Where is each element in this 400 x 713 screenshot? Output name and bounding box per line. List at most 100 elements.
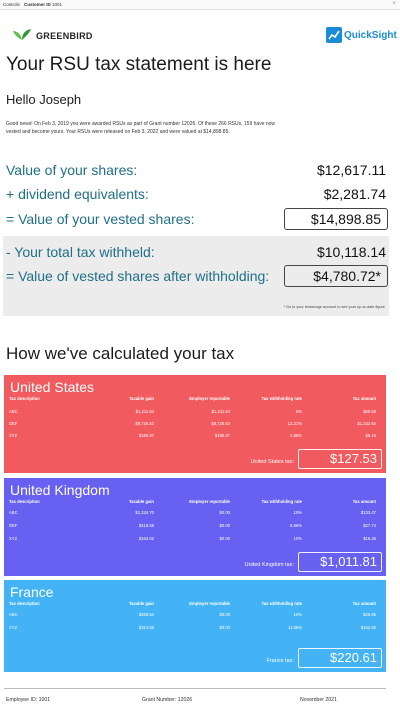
- cell: 10%: [293, 612, 302, 617]
- col-tax-amount: Tax amount: [352, 601, 376, 606]
- col-withholding-rate: Tax withholding rate: [261, 396, 302, 401]
- top-bar: Controls Customer ID 1001 ×: [0, 0, 400, 10]
- total-label: France tax:: [266, 658, 294, 664]
- cell: XYZ: [9, 625, 18, 630]
- cell: $269.54: [138, 612, 154, 617]
- total-value-box: $220.61: [298, 648, 382, 668]
- col-tax-amount: Tax amount: [352, 396, 376, 401]
- customer-id-value: 1001: [52, 2, 63, 7]
- shares-label: Value of your shares:: [6, 162, 138, 178]
- col-withholding-rate: Tax withholding rate: [261, 499, 302, 504]
- table-row: ABC $1,211.64 $1,211.64 5% $60.58: [4, 409, 386, 415]
- greenbird-logo-text: GREENBIRD: [36, 31, 93, 41]
- col-tax-description: Tax description: [9, 499, 40, 504]
- col-taxable-gain: Taxable gain: [128, 601, 154, 606]
- after-label: = Value of vested shares after withholdi…: [6, 268, 270, 284]
- table-header: Tax description Taxable gain Employer re…: [4, 601, 386, 607]
- country-card-united-states: United States Tax description Taxable ga…: [4, 375, 386, 473]
- country-name: France: [10, 584, 54, 600]
- cell: $0.00: [219, 625, 230, 630]
- withheld-label: - Your total tax withheld:: [6, 244, 155, 260]
- total-label: United States tax:: [250, 459, 294, 465]
- cell: $27.74: [363, 523, 376, 528]
- quicksight-logo: QuickSight: [326, 27, 397, 43]
- cell: $0.00: [219, 523, 230, 528]
- cell: $0.00: [219, 612, 230, 617]
- withheld-row: - Your total tax withheld: $10,118.14: [6, 242, 388, 262]
- cell: 10%: [293, 510, 302, 515]
- table-row: XYZ $180.97 $180.97 2.85% $5.16: [4, 433, 386, 439]
- dividend-label: + dividend equivalents:: [6, 186, 149, 202]
- vested-label: = Value of your vested shares:: [6, 211, 195, 227]
- cell: 11.66%: [288, 625, 302, 630]
- greenbird-logo-icon: [13, 29, 31, 40]
- total-label: United Kingdom tax:: [244, 562, 294, 568]
- country-card-united-kingdom: United Kingdom Tax description Taxable g…: [4, 478, 386, 576]
- withheld-value: $10,118.14: [316, 244, 386, 260]
- col-employer-reportable: Employer reportable: [189, 499, 230, 504]
- footer-employee-id: Employee ID: 1001: [6, 697, 51, 703]
- cell: XYZ: [9, 536, 18, 541]
- total-value-box: $1,011.81: [298, 552, 382, 572]
- table-row: ABC $1,334.70 $0.00 10% $133.47: [4, 510, 386, 516]
- cell: $26.95: [363, 612, 376, 617]
- after-value-box: $4,780.72*: [284, 265, 388, 287]
- table-row: XYZ $314.55 $0.00 11.66% $162.50: [4, 625, 386, 631]
- cell: DEF: [9, 523, 18, 528]
- greenbird-logo: GREENBIRD: [12, 28, 93, 44]
- cell: $8,725.53: [211, 421, 230, 426]
- quicksight-logo-icon: [326, 27, 342, 43]
- col-tax-description: Tax description: [9, 601, 40, 606]
- vested-value-box: $14,898.85: [284, 208, 388, 230]
- col-tax-description: Tax description: [9, 396, 40, 401]
- cell: $5.16: [365, 433, 376, 438]
- cell: XYZ: [9, 433, 18, 438]
- table-row: DEF $416.58 $0.00 6.66% $27.74: [4, 523, 386, 529]
- cell: $1,211.64: [211, 409, 230, 414]
- col-employer-reportable: Employer reportable: [189, 601, 230, 606]
- close-icon[interactable]: ×: [392, 1, 396, 7]
- dividend-value: $2,281.74: [323, 186, 386, 202]
- cell: $60.58: [363, 409, 376, 414]
- country-card-france: France Tax description Taxable gain Empl…: [4, 580, 386, 672]
- greeting: Hello Joseph: [6, 92, 82, 107]
- cell: 10%: [293, 536, 302, 541]
- cell: $180.97: [138, 433, 154, 438]
- cell: $0.00: [219, 510, 230, 515]
- cell: $1,152.64: [357, 421, 376, 426]
- cell: 6.66%: [290, 523, 302, 528]
- cell: $1,334.70: [135, 510, 154, 515]
- calc-section-title: How we've calculated your tax: [6, 344, 235, 363]
- col-taxable-gain: Taxable gain: [128, 499, 154, 504]
- table-header: Tax description Taxable gain Employer re…: [4, 499, 386, 505]
- total-value-box: $127.53: [298, 449, 382, 469]
- quicksight-logo-text: QuickSight: [344, 29, 397, 41]
- cell: $16.36: [363, 536, 376, 541]
- cell: $133.47: [360, 510, 376, 515]
- cell: $162.50: [360, 625, 376, 630]
- footer-divider: [4, 688, 386, 689]
- cell: 5%: [295, 409, 302, 414]
- col-taxable-gain: Taxable gain: [128, 396, 154, 401]
- cell: 13.21%: [287, 421, 302, 426]
- cell: $1,211.64: [135, 409, 154, 414]
- customer-id-label: Customer ID: [24, 2, 51, 7]
- footer-date: November 2021: [300, 697, 337, 703]
- cell: $0.00: [219, 536, 230, 541]
- country-name: United States: [10, 379, 95, 395]
- cell: 2.85%: [290, 433, 302, 438]
- table-header: Tax description Taxable gain Employer re…: [4, 396, 386, 402]
- page-title: Your RSU tax statement is here: [6, 54, 272, 75]
- cell: DEF: [9, 421, 18, 426]
- withholding-panel: * Go to your brokerage account to see yo…: [3, 236, 389, 316]
- footer-grant-number: Grant Number: 12026: [142, 697, 193, 703]
- cell: ABC: [9, 612, 18, 617]
- col-tax-amount: Tax amount: [352, 499, 376, 504]
- cell: $8,725.53: [135, 421, 154, 426]
- controls-toggle[interactable]: Controls: [3, 2, 20, 7]
- col-employer-reportable: Employer reportable: [189, 396, 230, 401]
- table-row: XYZ $163.62 $0.00 10% $16.36: [4, 536, 386, 542]
- brokerage-footnote: * Go to your brokerage account to see yo…: [283, 305, 385, 309]
- customer-id-control[interactable]: Customer ID 1001: [24, 2, 62, 7]
- cell: $180.97: [214, 433, 230, 438]
